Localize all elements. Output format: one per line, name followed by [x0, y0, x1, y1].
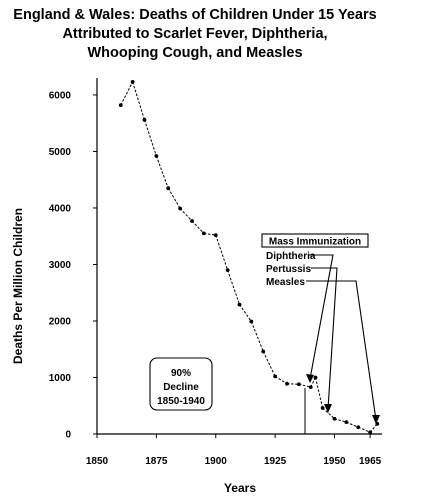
decline-percent: 90% — [171, 368, 191, 379]
series-line-segment — [227, 269, 240, 305]
data-point — [213, 233, 218, 237]
decline-range: 1850-1940 — [157, 396, 205, 407]
data-point — [142, 117, 147, 122]
y-tick-label: 1000 — [49, 373, 72, 384]
data-point — [249, 319, 254, 324]
y-axis-label: Deaths Per Million Children — [11, 208, 25, 364]
series-line-segment — [346, 421, 359, 428]
legend-pertussis: Pertussis — [266, 264, 311, 275]
data-point — [285, 381, 289, 386]
data-point — [296, 382, 301, 387]
immunization-arrowheads — [306, 374, 380, 424]
series-line-segment — [179, 208, 193, 222]
data-point — [308, 385, 313, 389]
series-line-segment — [191, 220, 205, 234]
series-line-segment — [155, 155, 169, 189]
data-point — [320, 406, 325, 410]
data-point — [356, 425, 361, 430]
data-point — [261, 349, 266, 354]
x-tick-label: 1875 — [145, 456, 168, 467]
x-tick-label: 1925 — [264, 456, 287, 467]
series-line-segment — [167, 187, 181, 209]
measles-pointer — [306, 280, 377, 421]
pertussis-arrowhead — [324, 404, 332, 413]
measles-arrowhead — [372, 415, 380, 424]
diphtheria-arrowhead — [306, 374, 314, 383]
y-tick-label: 5000 — [49, 147, 72, 158]
data-point — [368, 430, 373, 435]
series-line-segment — [203, 232, 216, 236]
series-line-segment — [215, 234, 229, 271]
data-point — [118, 103, 123, 108]
series-line-segment — [358, 426, 371, 433]
series-line-segment — [322, 407, 335, 420]
chart-title-line-3: Whooping Cough, and Measles — [87, 45, 302, 61]
series-line-segment — [144, 119, 157, 157]
x-tick-label: 1965 — [359, 456, 382, 467]
series-line-segment — [334, 418, 347, 423]
data-point — [154, 154, 159, 158]
series-line-segment — [286, 383, 299, 385]
series-line-segment — [132, 81, 145, 120]
series-line-segment — [274, 375, 288, 385]
data-point — [178, 206, 183, 211]
y-tick-label: 3000 — [49, 260, 72, 271]
x-tick-label: 1850 — [86, 456, 109, 467]
pertussis-pointer — [311, 267, 338, 410]
immunization-pointers — [306, 254, 377, 421]
data-point — [190, 219, 194, 223]
ticks-layer: 0 1000 2000 3000 4000 5000 6000 1850 1875 1900 192… — [49, 90, 382, 467]
immunization-title: Mass Immunization — [269, 237, 361, 248]
legend-diphtheria: Diphtheria — [266, 251, 316, 262]
series-line-segment — [315, 377, 324, 409]
chart-title-line-1: England & Wales: Deaths of Children Unde… — [13, 7, 376, 23]
x-tick-label: 1900 — [205, 456, 228, 467]
series-line-segment — [120, 81, 134, 106]
data-point — [332, 416, 337, 421]
series-line-segment — [250, 321, 264, 352]
y-tick-label: 2000 — [49, 316, 72, 327]
points-layer — [118, 80, 380, 435]
data-point — [273, 374, 278, 379]
chart-title-line-2: Attributed to Scarlet Fever, Diphtheria, — [62, 26, 327, 42]
series-line-segment — [262, 351, 276, 377]
data-point — [344, 420, 349, 425]
y-tick-label: 4000 — [49, 203, 72, 214]
decline-word: Decline — [163, 382, 199, 393]
y-tick-label: 0 — [65, 430, 71, 441]
diphtheria-pointer — [308, 254, 334, 380]
data-point — [130, 80, 135, 84]
data-point — [237, 302, 242, 307]
series-line-segment — [298, 383, 311, 388]
legend-measles: Measles — [266, 277, 305, 288]
x-tick-label: 1950 — [323, 456, 346, 467]
x-axis-label: Years — [224, 481, 256, 495]
data-point — [201, 231, 206, 236]
y-tick-label: 6000 — [49, 90, 72, 101]
data-point — [166, 186, 171, 191]
data-point — [225, 268, 230, 273]
decline-box — [149, 357, 213, 411]
data-point — [313, 375, 318, 380]
immunization-box — [261, 233, 369, 248]
lines-layer — [120, 81, 378, 433]
series-line-segment — [239, 304, 252, 322]
